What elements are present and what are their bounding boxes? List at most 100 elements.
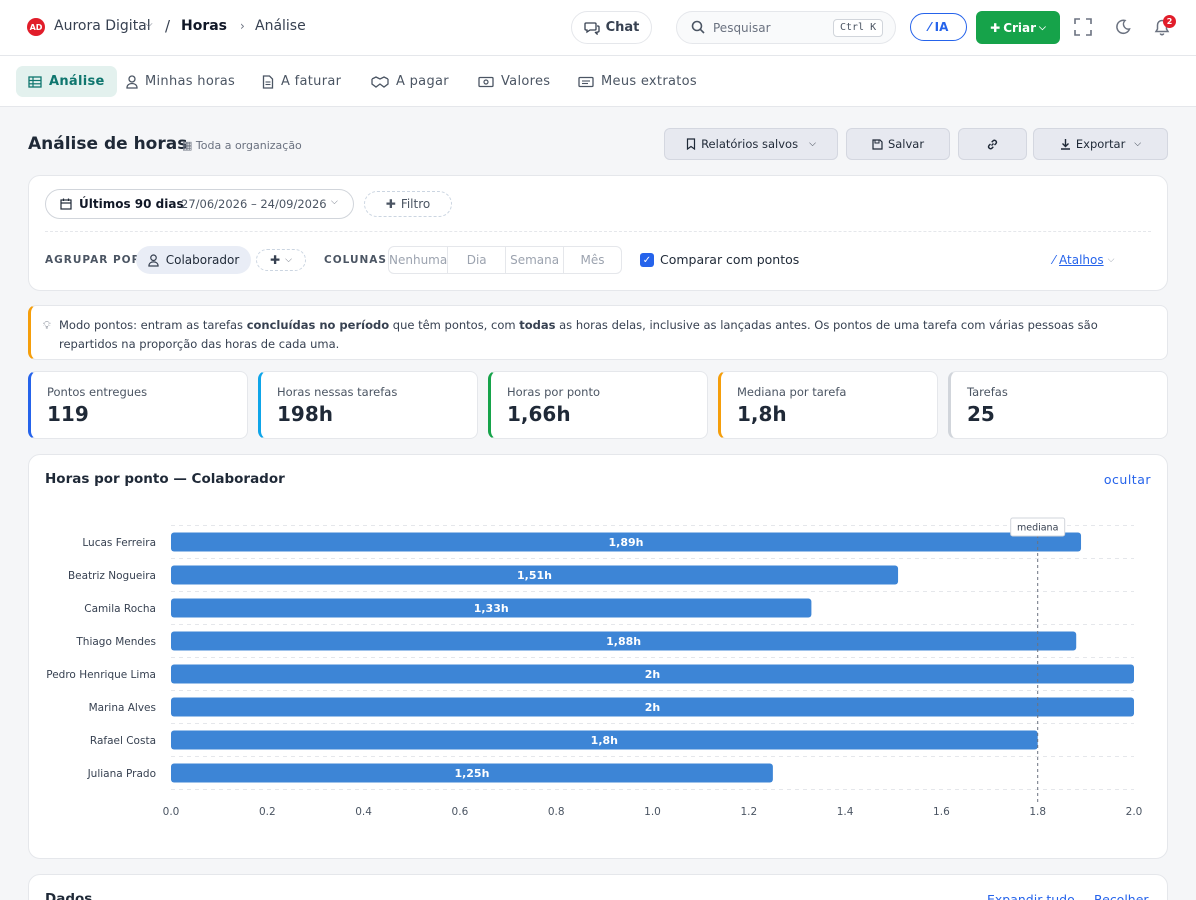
chevron-down-icon: ⌵ xyxy=(1107,255,1115,265)
banknote-icon xyxy=(478,76,494,87)
saved-reports-button[interactable]: Relatórios salvos ⌵ xyxy=(664,128,838,160)
org-switcher[interactable]: Aurora Digital xyxy=(54,18,151,34)
bar xyxy=(171,532,1082,552)
x-tick-label: 1.4 xyxy=(837,806,854,818)
tab-minhas-horas[interactable]: Minhas horas xyxy=(126,66,235,97)
top-bar: AD Aurora Digital ⌵ / Horas › Análise Ch… xyxy=(0,0,1196,56)
user-icon xyxy=(148,253,159,267)
category-label: Lucas Ferreira xyxy=(82,537,156,549)
chat-bubble-icon xyxy=(583,21,600,35)
breadcrumb-separator: / xyxy=(165,17,171,35)
plus-icon: ✚ xyxy=(990,20,1001,35)
filter-button[interactable]: ✚ Filtro xyxy=(364,191,452,217)
bar xyxy=(171,631,1077,651)
export-button[interactable]: Exportar ⌵ xyxy=(1033,128,1168,160)
dark-mode-icon[interactable] xyxy=(1112,16,1134,38)
chevron-down-icon: ⌵ xyxy=(285,255,292,265)
tab-meus-extratos[interactable]: Meus extratos xyxy=(578,66,697,97)
magic-wand-icon: ⁄ xyxy=(928,20,931,34)
bar xyxy=(171,763,773,783)
user-icon xyxy=(126,74,138,89)
x-tick-label: 1.0 xyxy=(644,806,661,818)
chevron-down-icon: ⌵ xyxy=(331,197,338,207)
columns-segmented-control: Nenhuma Dia Semana Mês xyxy=(388,246,622,274)
link-button[interactable] xyxy=(958,128,1027,160)
x-tick-label: 0.4 xyxy=(355,806,372,818)
category-label: Beatriz Nogueira xyxy=(68,570,156,582)
calendar-icon xyxy=(60,198,72,210)
shortcuts-menu[interactable]: ⁄ Atalhos ⌵ xyxy=(1053,253,1115,267)
ai-label: IA xyxy=(934,20,949,34)
save-button[interactable]: Salvar xyxy=(846,128,950,160)
bar-value-label: 1,25h xyxy=(454,767,489,780)
plus-icon: ✚ xyxy=(270,253,281,267)
tab-analise[interactable]: Análise xyxy=(16,66,117,97)
compare-points-label[interactable]: Comparar com pontos xyxy=(660,252,800,267)
chevron-down-icon[interactable]: ⌵ xyxy=(145,19,153,30)
tab-label: Valores xyxy=(501,74,551,89)
bar-value-label: 1,33h xyxy=(474,602,509,615)
x-tick-label: 1.6 xyxy=(933,806,950,818)
data-title: Dados xyxy=(45,891,93,900)
bar-value-label: 2h xyxy=(645,701,661,714)
tab-a-faturar[interactable]: A faturar xyxy=(262,66,341,97)
collapse-link[interactable]: Recolher xyxy=(1094,892,1149,900)
chat-button[interactable]: Chat xyxy=(571,11,652,44)
x-tick-label: 0.2 xyxy=(259,806,276,818)
group-by-label: AGRUPAR POR xyxy=(45,254,141,266)
columns-option-none[interactable]: Nenhuma xyxy=(389,247,449,273)
create-label: Criar xyxy=(1003,20,1037,35)
columns-label: COLUNAS xyxy=(324,254,387,266)
chart-card: Horas por ponto — Colaborador ocultar Lu… xyxy=(28,454,1168,859)
bookmark-icon xyxy=(686,138,696,150)
category-label: Camila Rocha xyxy=(84,603,156,615)
chevron-down-icon: ⌵ xyxy=(1039,22,1046,33)
columns-option-day[interactable]: Dia xyxy=(448,247,507,273)
chevron-right-icon: › xyxy=(240,19,245,33)
scope-label: ▦ Toda a organização xyxy=(182,139,302,152)
columns-option-week[interactable]: Semana xyxy=(506,247,565,273)
document-icon xyxy=(262,74,274,89)
x-tick-label: 0.0 xyxy=(163,806,180,818)
breadcrumb-current: Análise xyxy=(255,18,306,34)
search-placeholder: Pesquisar xyxy=(713,21,771,35)
category-label: Pedro Henrique Lima xyxy=(46,669,156,681)
chart-title: Horas por ponto — Colaborador xyxy=(45,471,285,487)
tab-label: Meus extratos xyxy=(601,74,697,89)
median-label-box xyxy=(1010,517,1066,537)
compare-points-checkbox[interactable]: ✓ xyxy=(640,253,654,267)
data-card: Dados Expandir tudo Recolher xyxy=(28,874,1168,900)
hide-chart-link[interactable]: ocultar xyxy=(1103,472,1151,487)
add-grouping-button[interactable]: ✚ ⌵ xyxy=(256,249,306,271)
fullscreen-icon[interactable] xyxy=(1072,16,1094,38)
expand-all-link[interactable]: Expandir tudo xyxy=(987,892,1075,900)
search-icon xyxy=(691,20,705,34)
org-logo[interactable]: AD xyxy=(27,18,45,36)
bar-value-label: 1,8h xyxy=(591,734,618,747)
x-tick-label: 0.6 xyxy=(452,806,469,818)
tab-a-pagar[interactable]: A pagar xyxy=(371,66,449,97)
stat-hours-tasks: Horas nessas tarefas 198h xyxy=(258,371,478,439)
x-tick-label: 2.0 xyxy=(1126,806,1143,818)
category-label: Juliana Prado xyxy=(87,768,156,780)
building-icon: ▦ xyxy=(182,139,193,152)
category-label: Marina Alves xyxy=(89,702,156,714)
create-button[interactable]: ✚ Criar ⌵ xyxy=(976,11,1060,44)
columns-option-month[interactable]: Mês xyxy=(580,253,605,267)
search-shortcut: Ctrl K xyxy=(833,19,884,37)
tab-label: A pagar xyxy=(396,74,449,89)
x-tick-label: 0.8 xyxy=(548,806,565,818)
group-by-collaborator[interactable]: Colaborador xyxy=(136,246,251,274)
tab-valores[interactable]: Valores xyxy=(478,66,550,97)
handshake-icon xyxy=(371,75,389,88)
floppy-icon xyxy=(872,138,883,150)
tab-bar: Análise Minhas horas A faturar A pagar V… xyxy=(0,56,1196,107)
ai-button[interactable]: ⁄ IA xyxy=(910,13,967,41)
median-label: mediana xyxy=(1017,523,1058,534)
stat-median-per-task: Mediana por tarefa 1,8h xyxy=(718,371,938,439)
search-box[interactable]: Pesquisar Ctrl K xyxy=(676,11,896,44)
x-tick-label: 1.2 xyxy=(740,806,757,818)
breadcrumb-section[interactable]: Horas xyxy=(181,18,228,34)
period-selector[interactable]: Últimos 90 dias 27/06/2026 – 24/09/2026 … xyxy=(45,189,354,219)
bar xyxy=(171,664,1134,684)
